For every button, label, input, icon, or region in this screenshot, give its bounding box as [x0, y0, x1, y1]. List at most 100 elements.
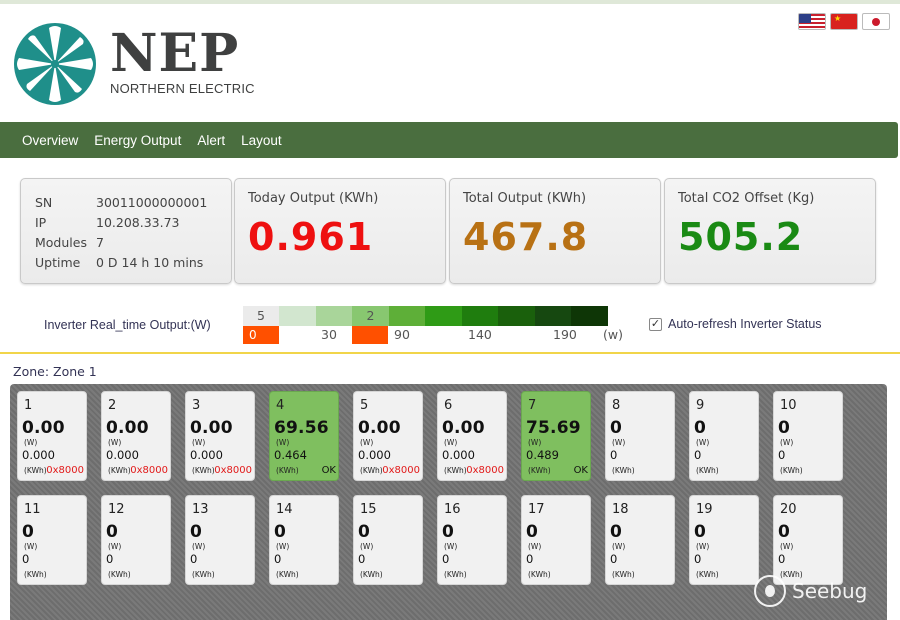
tile-power-unit: (W) — [276, 438, 290, 447]
tile-number: 14 — [276, 502, 293, 517]
inverter-tile-14[interactable]: 14 0 (W) 0 (KWh) — [269, 495, 339, 585]
tile-number: 20 — [780, 502, 797, 517]
tile-power-unit: (W) — [444, 438, 458, 447]
tile-energy-unit: (KWh) — [780, 466, 803, 475]
tile-power-unit: (W) — [780, 438, 794, 447]
tile-power-unit: (W) — [612, 542, 626, 551]
info-key: SN — [35, 195, 53, 210]
legend-color-segment — [498, 306, 535, 326]
total-output-panel: Total Output (KWh) 467.8 — [449, 178, 661, 284]
tile-energy: 0.000 — [190, 448, 223, 462]
inverter-tile-13[interactable]: 13 0 (W) 0 (KWh) — [185, 495, 255, 585]
tile-energy-unit: (KWh) — [696, 466, 719, 475]
tile-power: 0.00 — [442, 418, 485, 438]
legend-scale: 0 30 90 140 190 (w) — [243, 326, 643, 344]
inverter-tile-19[interactable]: 19 0 (W) 0 (KWh) — [689, 495, 759, 585]
inverter-tile-9[interactable]: 9 0 (W) 0 (KWh) — [689, 391, 759, 481]
inverter-tile-1[interactable]: 1 0.00 (W) 0.000 (KWh) 0x8000 — [17, 391, 87, 481]
auto-refresh-label: Auto-refresh Inverter Status — [668, 317, 822, 331]
tile-energy: 0 — [694, 552, 702, 566]
tile-number: 15 — [360, 502, 377, 517]
nav-energy-output[interactable]: Energy Output — [94, 132, 182, 148]
legend-color-segment — [571, 306, 608, 326]
tile-power: 0 — [610, 522, 623, 542]
inverter-tile-17[interactable]: 17 0 (W) 0 (KWh) — [521, 495, 591, 585]
inverter-tile-8[interactable]: 8 0 (W) 0 (KWh) — [605, 391, 675, 481]
tile-energy-unit: (KWh) — [360, 570, 383, 579]
tile-power: 0 — [442, 522, 455, 542]
tile-energy-unit: (KWh) — [528, 570, 551, 579]
inverter-tile-4[interactable]: 4 69.56 (W) 0.464 (KWh) OK — [269, 391, 339, 481]
tile-number: 17 — [528, 502, 545, 517]
tile-energy: 0 — [190, 552, 198, 566]
inverter-tile-11[interactable]: 11 0 (W) 0 (KWh) — [17, 495, 87, 585]
tile-energy: 0.489 — [526, 448, 559, 462]
top-accent-line — [0, 0, 900, 4]
inverter-tile-12[interactable]: 12 0 (W) 0 (KWh) — [101, 495, 171, 585]
tile-energy-unit: (KWh) — [612, 570, 635, 579]
nav-overview[interactable]: Overview — [22, 132, 79, 148]
tile-power-unit: (W) — [696, 542, 710, 551]
tile-energy: 0 — [358, 552, 366, 566]
tile-energy-unit: (KWh) — [528, 466, 551, 475]
inverter-tile-5[interactable]: 5 0.00 (W) 0.000 (KWh) 0x8000 — [353, 391, 423, 481]
tile-number: 19 — [696, 502, 713, 517]
tile-energy: 0 — [778, 552, 786, 566]
tile-status: 0x8000 — [130, 465, 168, 476]
tile-power: 0.00 — [106, 418, 149, 438]
tile-power-unit: (W) — [24, 438, 38, 447]
legend-color-segment — [389, 306, 425, 326]
co2-offset-panel: Total CO2 Offset (Kg) 505.2 — [664, 178, 876, 284]
tile-energy: 0 — [610, 552, 618, 566]
tile-power-unit: (W) — [612, 438, 626, 447]
auto-refresh-toggle[interactable]: ✓ Auto-refresh Inverter Status — [649, 317, 822, 331]
tile-power: 0 — [274, 522, 287, 542]
tile-power: 0.00 — [22, 418, 65, 438]
inverter-grid: 1 0.00 (W) 0.000 (KWh) 0x8000 2 0.00 (W) 0.000 (KW… — [10, 384, 887, 620]
legend-unit: (w) — [603, 327, 623, 342]
legend-marker-box: 0 — [243, 326, 279, 344]
today-output-panel: Today Output (KWh) 0.961 — [234, 178, 446, 284]
inverter-tile-10[interactable]: 10 0 (W) 0 (KWh) — [773, 391, 843, 481]
total-output-value: 467.8 — [463, 215, 589, 259]
seebug-watermark: Seebug — [754, 575, 867, 607]
tile-energy: 0 — [106, 552, 114, 566]
tile-number: 3 — [192, 398, 201, 413]
tile-power: 0 — [106, 522, 119, 542]
inverter-tile-2[interactable]: 2 0.00 (W) 0.000 (KWh) 0x8000 — [101, 391, 171, 481]
inverter-tile-18[interactable]: 18 0 (W) 0 (KWh) — [605, 495, 675, 585]
inverter-tile-3[interactable]: 3 0.00 (W) 0.000 (KWh) 0x8000 — [185, 391, 255, 481]
tile-energy: 0 — [22, 552, 30, 566]
watermark-text: Seebug — [792, 579, 868, 603]
main-nav: Overview Energy Output Alert Layout — [0, 122, 898, 158]
tile-power-unit: (W) — [24, 542, 38, 551]
nav-layout[interactable]: Layout — [241, 132, 282, 148]
legend-tick: 90 — [394, 327, 410, 342]
inverter-tile-6[interactable]: 6 0.00 (W) 0.000 (KWh) 0x8000 — [437, 391, 507, 481]
tile-power: 0 — [22, 522, 35, 542]
china-flag-icon[interactable]: ★ — [830, 13, 858, 30]
tile-power: 0 — [358, 522, 371, 542]
nav-alert[interactable]: Alert — [197, 132, 226, 148]
japan-flag-icon[interactable] — [862, 13, 890, 30]
info-row-ip: IP 10.208.33.73 — [35, 213, 231, 233]
tile-number: 9 — [696, 398, 705, 413]
info-row-sn: SN 30011000000001 — [35, 193, 231, 213]
tile-power: 75.69 — [526, 418, 581, 438]
info-value: 0 D 14 h 10 mins — [96, 255, 204, 270]
inverter-tile-16[interactable]: 16 0 (W) 0 (KWh) — [437, 495, 507, 585]
us-flag-icon[interactable] — [798, 13, 826, 30]
tile-status: OK — [321, 465, 336, 476]
inverter-tile-15[interactable]: 15 0 (W) 0 (KWh) — [353, 495, 423, 585]
inverter-tile-20[interactable]: 20 0 (W) 0 (KWh) — [773, 495, 843, 585]
tile-energy-unit: (KWh) — [276, 466, 299, 475]
info-value: 10.208.33.73 — [96, 215, 180, 230]
tile-power-unit: (W) — [780, 542, 794, 551]
seebug-logo-icon — [754, 575, 786, 607]
auto-refresh-checkbox[interactable]: ✓ — [649, 317, 662, 331]
tile-status: OK — [573, 465, 588, 476]
inverter-tile-7[interactable]: 7 75.69 (W) 0.489 (KWh) OK — [521, 391, 591, 481]
legend-color-segment — [462, 306, 498, 326]
tile-energy: 0.000 — [106, 448, 139, 462]
tile-power: 0 — [694, 522, 707, 542]
